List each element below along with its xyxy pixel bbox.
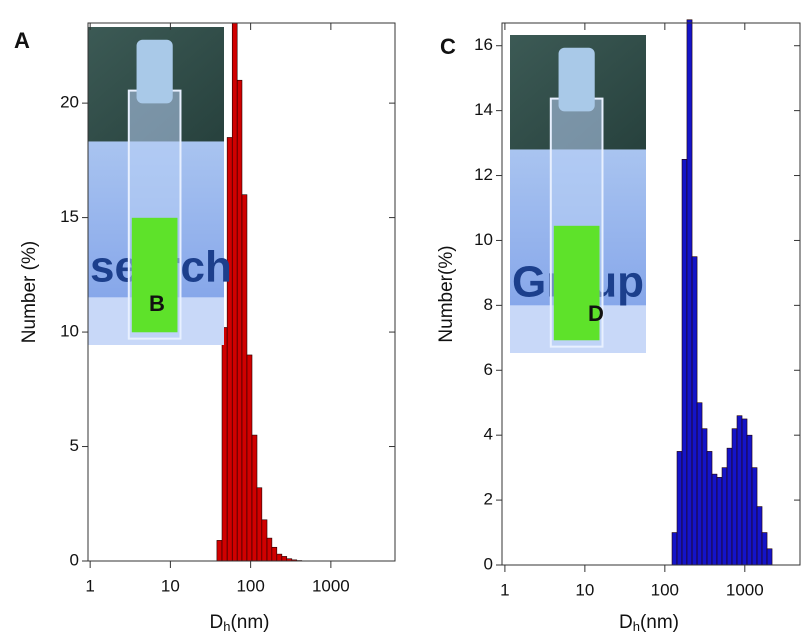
y-tick-label: 0 [484,554,493,573]
bar [677,451,682,565]
bar [272,547,277,561]
inset-photo: searchB [88,27,232,345]
inset-photo: GroupD [510,35,646,353]
y-tick-label: 2 [484,490,493,509]
bar [277,554,282,561]
vial-cap [559,48,595,112]
x-label-sub: h [633,619,640,634]
y-axis-label: Number (%) [19,241,40,343]
bar [252,435,257,561]
x-tick-label: 100 [651,580,679,599]
bar [727,448,732,565]
y-tick-label: 10 [474,230,493,249]
bar [682,159,687,565]
bar [767,549,772,565]
bar [747,435,752,565]
x-tick-label: 10 [161,576,180,595]
bar [217,540,222,561]
y-tick-label: 14 [474,100,493,119]
bar [762,533,767,565]
x-label-unit: (nm) [230,612,269,633]
bar [722,468,727,565]
x-label-sub: h [223,619,230,634]
bar [242,195,247,561]
x-tick-label: 1000 [312,576,350,595]
bar [247,355,252,561]
x-tick-label: 1 [85,576,94,595]
bar [267,538,272,561]
panel-label: A [14,28,30,53]
inset-label: B [149,291,165,316]
x-label-unit: (nm) [640,612,679,633]
y-axis-label: Number(%) [436,245,457,342]
bar [227,137,232,561]
bar [232,23,237,561]
bar [672,533,677,565]
y-tick-label: 16 [474,35,493,54]
y-tick-label: 12 [474,165,493,184]
x-tick-label: 1 [500,580,509,599]
y-tick-label: 4 [484,425,493,444]
y-tick-label: 15 [60,207,79,226]
bar [222,327,227,561]
x-axis-label: Dh(nm) [209,612,269,634]
bar [732,429,737,565]
y-tick-label: 5 [70,436,79,455]
bar [702,429,707,565]
y-tick-label: 20 [60,93,79,112]
bar [237,80,242,561]
x-label-main: D [619,612,633,633]
x-axis-label: Dh(nm) [619,612,679,634]
panel-label: C [440,34,456,59]
bar [752,468,757,565]
bar [282,556,287,561]
bar [712,474,717,565]
x-tick-label: 100 [236,576,264,595]
y-tick-label: 10 [60,322,79,341]
bar [742,419,747,565]
bar [697,403,702,565]
vial-cap [137,40,173,104]
bar [707,451,712,565]
bar [692,257,697,565]
y-tick-label: 6 [484,360,493,379]
bar [687,20,692,565]
bar [737,416,742,565]
x-label-main: D [209,612,223,633]
x-tick-label: 1000 [726,580,764,599]
x-tick-label: 10 [575,580,594,599]
inset-label: D [588,301,604,326]
bar [262,520,267,561]
y-tick-label: 8 [484,295,493,314]
bar [757,507,762,565]
bar [717,477,722,565]
y-tick-label: 0 [70,550,79,569]
bar [257,488,262,561]
